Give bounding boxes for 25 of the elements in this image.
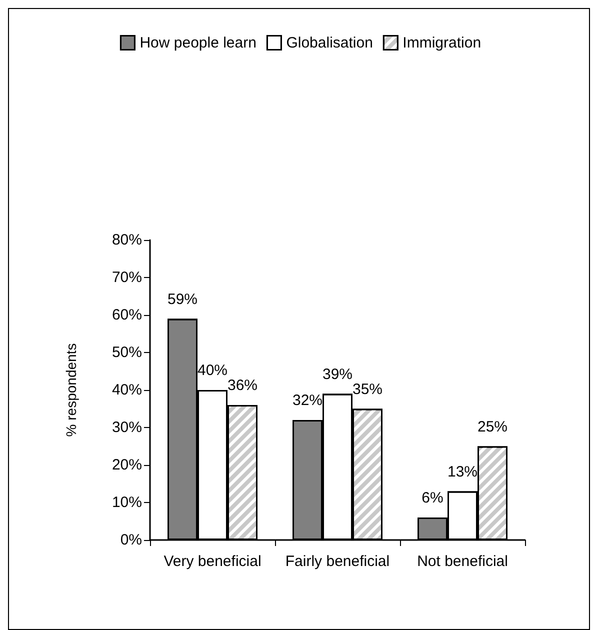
legend-label: How people learn — [140, 34, 256, 52]
data-label: 35% — [352, 380, 383, 398]
data-label: 59% — [167, 290, 198, 308]
data-label: 36% — [227, 377, 258, 394]
data-label: 13% — [447, 463, 478, 480]
y-tick-label: 30% — [112, 419, 142, 436]
y-tick-label: 20% — [112, 456, 142, 474]
legend-label: Immigration — [402, 34, 482, 52]
y-tick-label: 80% — [112, 232, 142, 248]
y-tick-label: 60% — [112, 306, 142, 324]
data-label: 25% — [477, 418, 508, 436]
y-tick-label: 70% — [112, 269, 142, 286]
data-label: 39% — [322, 366, 353, 383]
y-tick-label: 0% — [120, 532, 142, 548]
y-tick-label: 40% — [112, 382, 142, 398]
x-tick-label: Fairly beneficial — [285, 553, 390, 570]
y-tick-label: 50% — [112, 344, 142, 361]
x-tick-label: Not beneficial — [417, 553, 508, 570]
y-axis-title: % respondents — [63, 343, 79, 437]
y-tick-label: 10% — [112, 494, 142, 511]
data-label: 40% — [197, 362, 228, 379]
data-label: 6% — [422, 490, 444, 506]
legend-label: Globalisation — [286, 34, 373, 52]
data-label: 32% — [292, 392, 323, 409]
x-tick-label: Very beneficial — [164, 553, 262, 570]
